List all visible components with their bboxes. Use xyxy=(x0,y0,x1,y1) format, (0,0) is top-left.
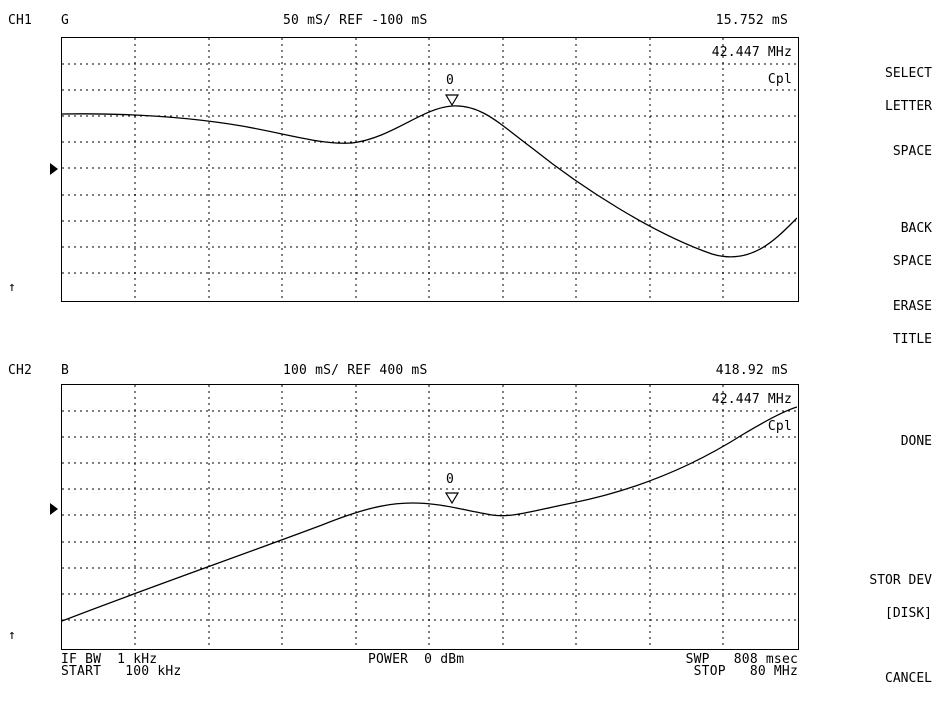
ch1-scale-up-arrow-icon: ↑ xyxy=(8,280,16,295)
ch2-trace xyxy=(62,406,797,622)
ch2-marker-icon xyxy=(444,492,460,505)
softkey-line1: SELECT xyxy=(885,66,932,81)
softkey-space[interactable]: SPACE xyxy=(802,124,932,190)
softkey-line1: CANCEL xyxy=(885,671,932,686)
ch1-mode-label: Cpl xyxy=(767,72,792,87)
ch2-channel-label: CH2 xyxy=(8,363,33,378)
ch2-marker-freq: 42.447 MHz xyxy=(711,392,792,407)
sweep-time-label: SWP 808 msec xyxy=(685,652,798,667)
ch2-scale-label: 100 mS/ REF 400 mS xyxy=(283,363,428,378)
ch2-grid xyxy=(62,385,797,648)
start-freq-label: START 100 kHz xyxy=(61,664,182,679)
softkey-stor-dev[interactable]: STOR DEV [DISK] xyxy=(802,553,932,630)
ch2-marker-value: 418.92 mS xyxy=(715,363,788,378)
ch1-grid xyxy=(62,38,797,300)
softkey-select-letter[interactable]: SELECT LETTER xyxy=(802,46,932,123)
if-bw-label: IF BW 1 kHz xyxy=(61,652,158,667)
softkey-line2: LETTER xyxy=(885,99,932,114)
ch2-ref-triangle-icon xyxy=(50,503,58,515)
softkey-cancel[interactable]: CANCEL xyxy=(802,651,932,717)
ch2-mode-label: Cpl xyxy=(767,419,792,434)
power-label: POWER 0 dBm xyxy=(368,652,465,667)
ch1-marker-label: 0 xyxy=(446,73,455,88)
softkey-line1: ERASE xyxy=(892,299,932,314)
ch2-scale-up-arrow-icon: ↑ xyxy=(8,628,16,643)
ch1-plot[interactable]: 42.447 MHz Cpl 0 xyxy=(61,37,799,302)
ch1-marker-icon xyxy=(444,94,460,107)
softkey-line1: BACK xyxy=(900,221,932,236)
stop-freq-label: STOP 80 MHz xyxy=(693,664,798,679)
ch1-param-label: G xyxy=(61,13,70,28)
ch1-ref-triangle-icon xyxy=(50,163,58,175)
ch1-scale-label: 50 mS/ REF -100 mS xyxy=(283,13,428,28)
ch1-plot-svg xyxy=(62,38,797,300)
ch1-marker-value: 15.752 mS xyxy=(715,13,788,28)
softkey-line2: SPACE xyxy=(892,254,932,269)
ch2-plot[interactable]: 42.447 MHz Cpl 0 xyxy=(61,384,799,650)
softkey-line2: TITLE xyxy=(892,332,932,347)
softkey-erase-title[interactable]: ERASE TITLE xyxy=(802,279,932,356)
ch2-param-label: B xyxy=(61,363,70,378)
softkey-line2: [DISK] xyxy=(885,606,932,621)
softkey-line1: SPACE xyxy=(892,144,932,159)
ch2-marker-label: 0 xyxy=(446,472,455,487)
softkey-line1: DONE xyxy=(900,434,932,449)
ch1-channel-label: CH1 xyxy=(8,13,33,28)
softkey-done[interactable]: DONE xyxy=(802,414,932,480)
ch2-plot-svg xyxy=(62,385,797,648)
softkey-back-space[interactable]: BACK SPACE xyxy=(802,201,932,278)
ch1-marker-freq: 42.447 MHz xyxy=(711,45,792,60)
softkey-line1: STOR DEV xyxy=(869,573,932,588)
